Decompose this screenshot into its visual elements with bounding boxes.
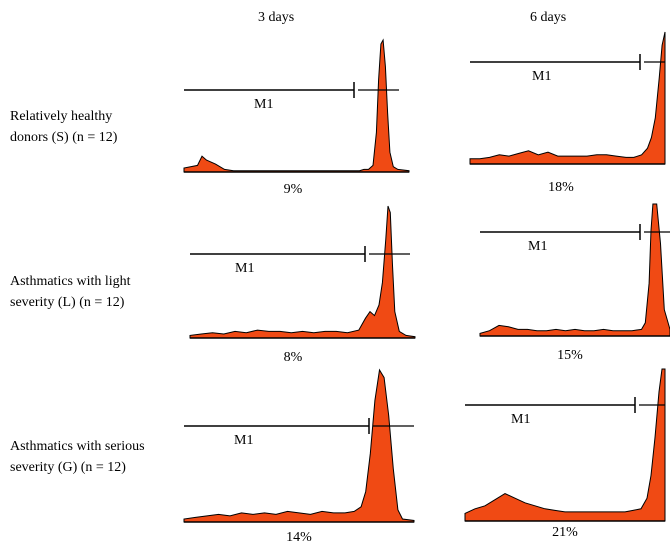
percent-label-light-6-days: 15%: [557, 348, 583, 363]
row-label-line2: severity (L) (n = 12): [10, 295, 125, 310]
column-header-6-days: 6 days: [530, 10, 567, 25]
column-header-3-days: 3 days: [258, 10, 295, 25]
histogram-panel-light-6-days: M1: [479, 200, 670, 340]
row-label-line2: donors (S) (n = 12): [10, 130, 118, 145]
m1-label: M1: [234, 433, 253, 448]
histogram-panel-light-3-days: M1: [189, 202, 416, 342]
m1-label: M1: [235, 261, 254, 276]
histogram-svg: M1: [183, 368, 415, 523]
m1-label: M1: [254, 97, 273, 112]
percent-label-healthy-3-days: 9%: [283, 182, 303, 197]
histogram-svg: M1: [189, 205, 416, 339]
histogram-panel-healthy-3-days: M1: [183, 36, 410, 176]
histogram-area: [479, 203, 670, 337]
histogram-svg: M1: [479, 203, 670, 337]
histogram-svg: M1: [464, 368, 666, 522]
histogram-area: [464, 368, 666, 522]
histogram-panel-serious-6-days: M1: [464, 365, 666, 525]
m1-label: M1: [532, 69, 551, 84]
row-label-line1: Asthmatics with light: [10, 274, 131, 289]
row-label-line2: severity (G) (n = 12): [10, 460, 126, 475]
histogram-svg: M1: [183, 38, 410, 173]
histogram-area: [469, 31, 666, 165]
m1-label: M1: [528, 239, 547, 254]
histogram-area: [189, 205, 416, 339]
m1-label: M1: [511, 412, 530, 427]
row-label-line1: Asthmatics with serious: [10, 439, 145, 454]
histogram-panel-serious-3-days: M1: [183, 366, 415, 526]
percent-label-serious-3-days: 14%: [286, 530, 312, 545]
row-label-healthy: Relatively healthy donors (S) (n = 12): [10, 106, 117, 148]
histogram-area: [183, 368, 415, 523]
histogram-panel-healthy-6-days: M1: [469, 28, 666, 168]
percent-label-light-3-days: 8%: [283, 350, 303, 365]
percent-label-healthy-6-days: 18%: [548, 180, 574, 195]
row-label-light: Asthmatics with light severity (L) (n = …: [10, 271, 131, 313]
row-label-line1: Relatively healthy: [10, 109, 113, 124]
histogram-svg: M1: [469, 31, 666, 165]
row-label-serious: Asthmatics with serious severity (G) (n …: [10, 436, 145, 478]
histogram-area: [183, 38, 410, 173]
percent-label-serious-6-days: 21%: [552, 525, 578, 540]
